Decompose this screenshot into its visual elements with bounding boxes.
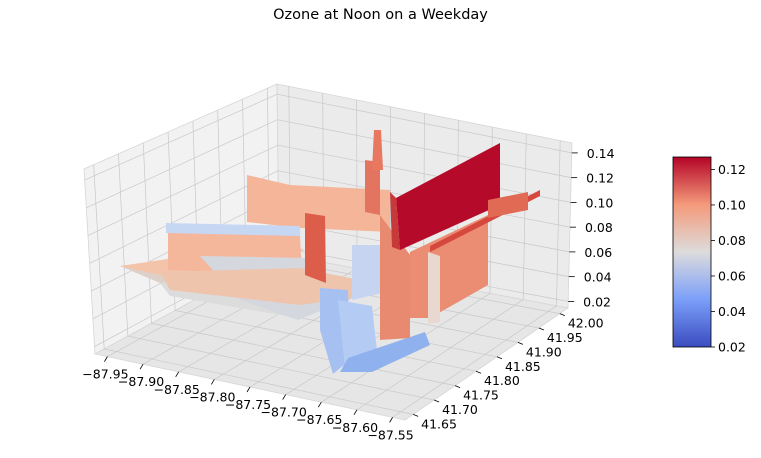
x-tick-label: −87.90 [118, 374, 164, 389]
grid-y-line [93, 164, 414, 415]
surface [120, 130, 540, 374]
x-tick-mark [389, 417, 393, 423]
x-tick-mark [211, 379, 215, 385]
z-tick-label: 0.04 [584, 270, 612, 285]
y-tick-mark [538, 327, 545, 331]
x-tick-mark [175, 371, 180, 378]
surface-blue-drop-2 [338, 300, 378, 368]
z-tick-label: 0.12 [586, 171, 614, 186]
surface-red-spike-tip [372, 130, 383, 170]
z-tick-label: 0.08 [585, 220, 613, 235]
colorbar: 0.02 0.04 0.06 0.08 0.10 0.12 [672, 156, 746, 355]
x-tick-mark [246, 386, 251, 393]
x-tick-mark [317, 401, 322, 408]
colorbar-ticks: 0.02 0.04 0.06 0.08 0.10 0.12 [711, 162, 746, 355]
x-tick-mark [353, 409, 358, 415]
surface-block-back [247, 175, 390, 232]
surface-red-plateau [396, 143, 500, 250]
surface-light-wall [428, 252, 440, 324]
x-tick-label: −87.60 [332, 420, 378, 435]
y-tick-label: 42.00 [568, 316, 604, 331]
x-axis-ticks: −87.95−87.90−87.85−87.80−87.75−87.70−87.… [82, 356, 414, 442]
x-tick-label: −87.85 [154, 382, 200, 397]
y-tick-mark [454, 385, 461, 388]
x-tick-mark [139, 364, 144, 370]
surface-red-plateau-side [390, 192, 400, 250]
y-tick-label: 41.80 [484, 373, 520, 388]
x-tick-label: −87.75 [225, 397, 271, 412]
y-tick-mark [496, 356, 503, 360]
axes-panes [83, 83, 573, 421]
x-tick-label: −87.80 [189, 389, 235, 404]
y-tick-label: 41.65 [421, 416, 457, 431]
surface-blue-floor [340, 332, 430, 372]
grid-x-line [356, 133, 527, 411]
x-tick-label: −87.70 [261, 405, 307, 420]
x-tick-mark [104, 356, 108, 362]
surface-red-spike-2 [365, 160, 380, 215]
z-tick-label: 0.06 [584, 245, 612, 260]
y-tick-mark [413, 414, 419, 417]
z-tick-label: 0.14 [587, 146, 615, 161]
x-tick-label: −87.55 [367, 427, 413, 442]
z-tick-label: 0.02 [583, 294, 611, 309]
x-tick-label: −87.95 [82, 367, 128, 382]
y-tick-mark [517, 342, 524, 345]
colorbar-tick-label: 0.10 [718, 197, 746, 212]
y-tick-label: 41.95 [547, 330, 583, 345]
x-tick-mark [282, 394, 286, 400]
colorbar-tick-label: 0.04 [718, 304, 746, 319]
z-tick-label: 0.10 [586, 195, 614, 210]
grid-y-line [118, 153, 435, 401]
y-tick-mark [433, 399, 440, 403]
colorbar-tick-label: 0.12 [718, 162, 746, 177]
y-tick-label: 41.70 [442, 402, 478, 417]
y-tick-label: 41.75 [463, 388, 499, 403]
z-axis-ticks: 0.02 0.04 0.06 0.08 0.10 0.12 0.14 [568, 146, 615, 309]
surface-red-arm-2 [488, 192, 528, 218]
colorbar-tick-label: 0.08 [718, 233, 746, 248]
grid-z-line [84, 93, 572, 181]
y-tick-label: 41.90 [526, 344, 562, 359]
chart-title: Ozone at Noon on a Weekday [273, 7, 488, 23]
grid-x-line [392, 140, 561, 418]
colorbar-gradient [672, 156, 712, 348]
x-tick-label: −87.65 [296, 412, 342, 427]
y-tick-label: 41.85 [505, 359, 541, 374]
colorbar-tick-label: 0.02 [718, 340, 746, 355]
y-tick-mark [475, 370, 482, 374]
colorbar-tick-label: 0.06 [718, 268, 746, 283]
surface-red-spike-1 [305, 213, 326, 283]
y-tick-mark [559, 313, 565, 316]
surface-blue-strip [166, 223, 300, 236]
